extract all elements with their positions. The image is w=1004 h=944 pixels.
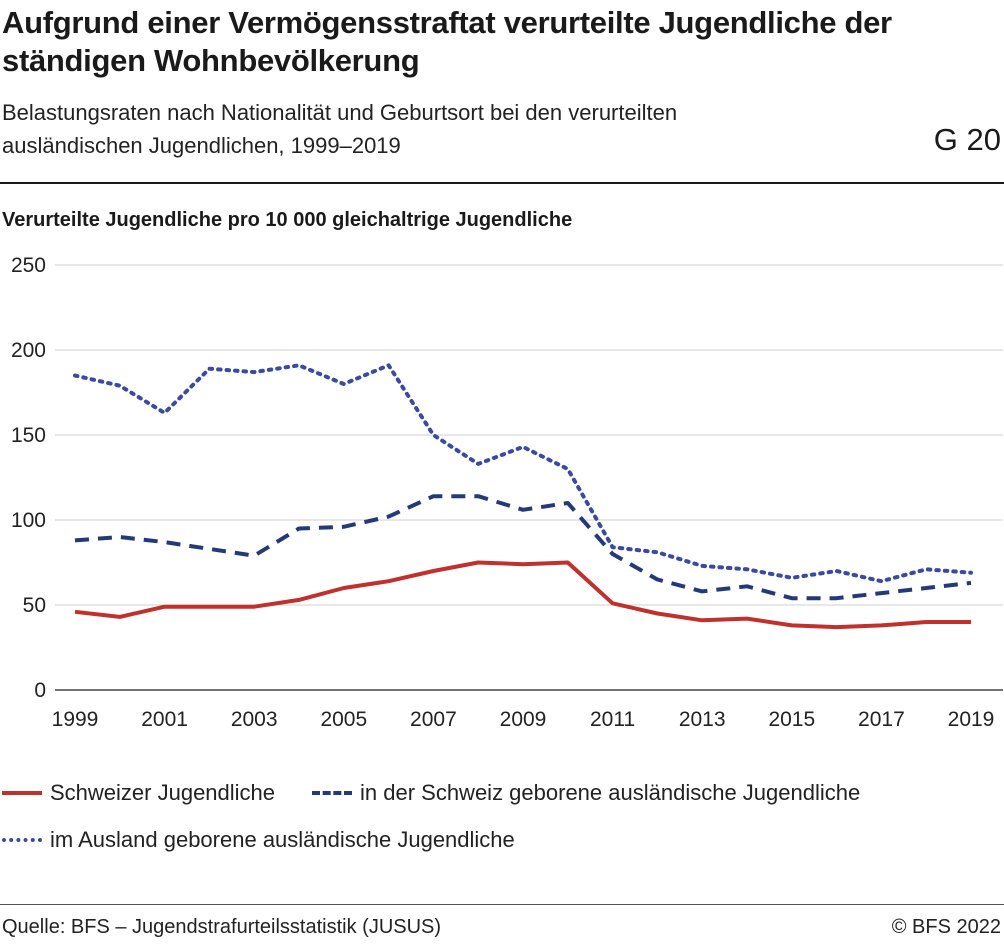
y-tick-label: 0 [34,679,46,702]
chart-subtitle: Belastungsraten nach Nationalität und Ge… [2,100,678,158]
y-tick-label: 150 [11,424,46,447]
x-tick-label: 1999 [52,708,99,731]
x-tick-label: 2007 [410,708,457,731]
x-tick-label: 2003 [231,708,278,731]
legend-item-ausland-geboren: im Ausland geborene ausländische Jugendl… [2,827,515,853]
y-tick-label: 200 [11,339,46,362]
legend-swatch-dashed [312,791,352,795]
y-axis-label: Verurteilte Jugendliche pro 10 000 gleic… [2,209,573,231]
x-tick-labels: 1999 2001 2003 2005 2007 2009 2011 2013 2015 2017… [52,708,995,731]
y-tick-label: 100 [11,509,46,532]
y-tick-label: 50 [23,594,46,617]
x-tick-label: 2011 [590,708,635,731]
header-divider [0,182,1004,184]
legend-swatch-dotted [2,838,42,842]
line-chart: 0 50 100 150 200 250 1999 2001 2003 2005 2007 2009… [11,254,1003,731]
legend-label: in der Schweiz geborene ausländische Jug… [360,780,861,805]
legend-swatch-solid [2,791,42,795]
copyright: © BFS 2022 [891,916,1001,938]
x-tick-label: 2013 [679,708,726,731]
series-lines [73,363,973,630]
x-tick-label: 2015 [768,708,815,731]
x-tick-label: 2001 [141,708,188,731]
y-tick-labels: 0 50 100 150 200 250 [11,254,46,702]
series-line-1 [74,560,971,630]
x-tick-label: 2009 [500,708,547,731]
x-tick-label: 2017 [858,708,905,731]
chart-title: Aufgrund einer Vermögensstraftat verurte… [2,5,892,78]
x-tick-label: 2019 [948,708,995,731]
legend-item-ch-geboren: in der Schweiz geborene ausländische Jug… [312,780,860,806]
legend-item-schweizer: Schweizer Jugendliche [2,780,275,806]
footer-divider [0,904,1004,905]
chart-code: G 20 [933,122,1001,157]
y-tick-label: 250 [11,254,46,277]
legend-label: Schweizer Jugendliche [50,780,276,805]
series-line-2 [74,494,972,601]
series-line-3 [73,363,973,584]
source-note: Quelle: BFS – Jugendstrafurteilsstatisti… [2,916,442,938]
x-tick-label: 2005 [320,708,367,731]
legend-label: im Ausland geborene ausländische Jugendl… [50,827,515,852]
